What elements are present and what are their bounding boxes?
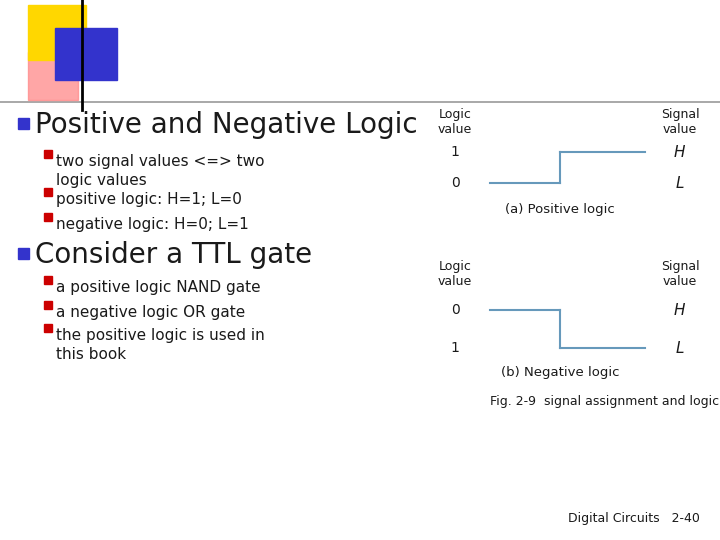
Bar [55, 28, 117, 80]
Text: Signal
value: Signal value [661, 108, 699, 136]
Bar [44, 301, 52, 309]
Bar [44, 150, 52, 158]
Text: positive logic: H=1; L=0: positive logic: H=1; L=0 [56, 192, 242, 207]
Text: a negative logic OR gate: a negative logic OR gate [56, 305, 246, 320]
Text: the positive logic is used in
this book: the positive logic is used in this book [56, 328, 265, 362]
Text: 1: 1 [451, 341, 459, 355]
Text: 0: 0 [451, 303, 459, 317]
Text: (b) Negative logic: (b) Negative logic [500, 366, 619, 379]
Text: Digital Circuits   2-40: Digital Circuits 2-40 [568, 512, 700, 525]
Bar [44, 324, 52, 332]
Text: a positive logic NAND gate: a positive logic NAND gate [56, 280, 261, 295]
Text: negative logic: H=0; L=1: negative logic: H=0; L=1 [56, 217, 248, 232]
Bar [44, 213, 52, 221]
Text: $H$: $H$ [673, 302, 687, 318]
Text: $L$: $L$ [675, 175, 685, 191]
Bar [44, 188, 52, 196]
Bar [28, 52, 78, 100]
Bar [18, 118, 29, 129]
Text: Positive and Negative Logic: Positive and Negative Logic [35, 111, 418, 139]
Text: Logic
value: Logic value [438, 108, 472, 136]
Text: 1: 1 [451, 145, 459, 159]
Text: (a) Positive logic: (a) Positive logic [505, 203, 615, 216]
Text: Consider a TTL gate: Consider a TTL gate [35, 241, 312, 269]
Text: Fig. 2-9  signal assignment and logic polarity: Fig. 2-9 signal assignment and logic pol… [490, 395, 720, 408]
Text: two signal values <=> two
logic values: two signal values <=> two logic values [56, 154, 264, 187]
Text: $H$: $H$ [673, 144, 687, 160]
Bar [18, 248, 29, 259]
Text: 0: 0 [451, 176, 459, 190]
Text: Logic
value: Logic value [438, 260, 472, 288]
Bar [28, 5, 86, 60]
Text: $L$: $L$ [675, 340, 685, 356]
Text: Signal
value: Signal value [661, 260, 699, 288]
Bar [44, 276, 52, 284]
